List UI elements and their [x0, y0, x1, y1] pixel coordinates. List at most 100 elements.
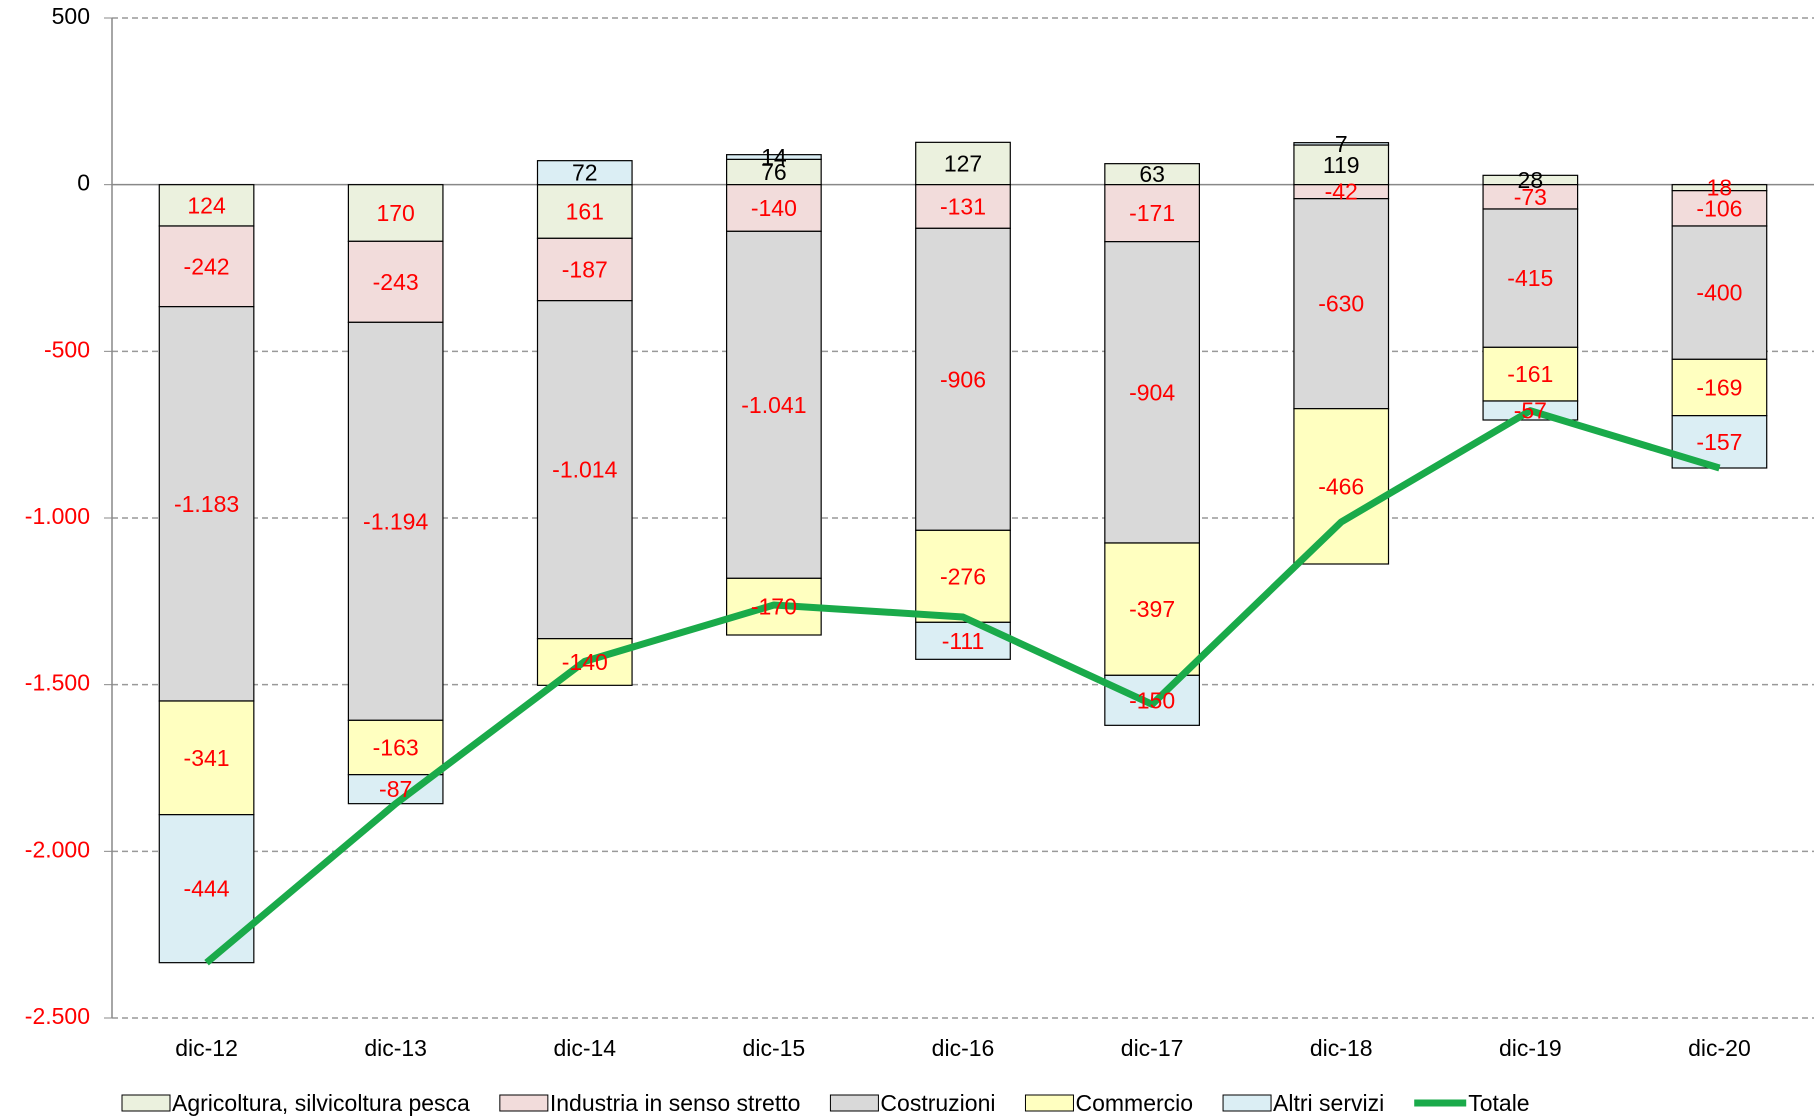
bar-segment [158, 306, 255, 702]
data-label: 18 [1707, 175, 1733, 201]
legend-label: Altri servizi [1273, 1090, 1384, 1116]
data-label: -163 [373, 735, 419, 761]
data-label: 119 [1323, 152, 1360, 178]
data-label: -276 [940, 563, 986, 589]
bar-segment [347, 719, 444, 776]
legend-swatch [499, 1094, 549, 1112]
bar-segment [347, 321, 444, 721]
x-tick-label: dic-17 [1121, 1035, 1184, 1061]
bar-segment [1671, 358, 1768, 417]
bar-segment [536, 160, 633, 186]
x-tick-label: dic-19 [1499, 1035, 1562, 1061]
data-label: 76 [761, 159, 787, 185]
data-label: -106 [1696, 195, 1742, 221]
legend-swatch [829, 1094, 879, 1112]
data-label: 170 [376, 200, 414, 226]
data-label: -341 [184, 745, 230, 771]
legend-swatch [1024, 1094, 1074, 1112]
data-label: -243 [373, 269, 419, 295]
bar-segment [1482, 184, 1579, 210]
bar-segment [536, 300, 633, 640]
x-tick-label: dic-16 [932, 1035, 995, 1061]
data-label: -171 [1129, 200, 1175, 226]
bar-segment [726, 230, 822, 579]
data-label: -242 [184, 253, 230, 279]
bar-segment [1104, 184, 1200, 243]
y-tick-label: -2.500 [25, 1003, 90, 1029]
bar-segment [1482, 346, 1579, 402]
y-tick-label: -1.500 [25, 670, 90, 696]
data-label: 127 [944, 151, 982, 177]
legend-label: Totale [1468, 1090, 1529, 1116]
data-label: -73 [1514, 184, 1547, 210]
data-label: -87 [379, 776, 412, 802]
data-label: -150 [1129, 687, 1175, 713]
total-line [204, 407, 1721, 966]
data-label: -157 [1696, 429, 1742, 455]
y-tick-label: 0 [77, 170, 90, 196]
bar-segment [726, 158, 822, 186]
legend-swatch [121, 1094, 171, 1112]
x-tick-label: dic-18 [1310, 1035, 1373, 1061]
data-label: 14 [761, 144, 787, 170]
bar-segment [915, 184, 1011, 229]
data-label: -630 [1318, 291, 1364, 317]
data-label: -57 [1514, 398, 1547, 424]
bar-segment [726, 154, 822, 160]
data-label: -397 [1129, 596, 1175, 622]
bar-segment [726, 184, 822, 232]
bar-segment [915, 227, 1011, 531]
data-label: -466 [1318, 473, 1364, 499]
data-label: -1.014 [552, 457, 617, 483]
bar-segment [158, 225, 255, 308]
bar-segment [915, 141, 1011, 186]
bar-segment [1482, 208, 1579, 348]
data-label: -161 [1507, 361, 1553, 387]
x-tick-label: dic-20 [1688, 1035, 1751, 1061]
data-label: -187 [562, 257, 608, 283]
data-label: -169 [1696, 375, 1742, 401]
y-tick-label: -500 [44, 336, 90, 362]
data-label: 7 [1335, 131, 1348, 157]
data-label: 124 [187, 192, 226, 218]
data-label: -906 [940, 366, 986, 392]
data-label: -170 [751, 594, 797, 620]
legend-label: Commercio [1075, 1090, 1193, 1116]
data-label: -444 [184, 876, 230, 902]
x-tick-label: dic-12 [175, 1035, 238, 1061]
legend-label: Industria in senso stretto [550, 1090, 801, 1116]
bar-segment [158, 184, 255, 227]
bar-segment [1293, 198, 1390, 410]
data-label: -140 [562, 649, 608, 675]
legend-swatch [1222, 1094, 1272, 1112]
x-tick-label: dic-13 [364, 1035, 427, 1061]
bar-segment [915, 529, 1011, 623]
data-label: -42 [1325, 179, 1358, 205]
bar-segment [1293, 408, 1390, 565]
data-label: -400 [1696, 280, 1742, 306]
data-label: -1.183 [174, 491, 239, 517]
y-tick-label: 500 [52, 3, 90, 29]
data-label: -415 [1507, 265, 1553, 291]
y-tick-label: -1.000 [25, 503, 90, 529]
data-label: -131 [940, 194, 986, 220]
data-label: -140 [751, 195, 797, 221]
bar-segment [1293, 144, 1390, 186]
legend-label: Agricoltura, silvicoltura pesca [172, 1090, 470, 1116]
bar-segment [347, 240, 444, 323]
bar-segment [1293, 142, 1390, 146]
data-label: 72 [572, 160, 598, 186]
data-label: 63 [1139, 161, 1165, 187]
bar-segment [1671, 225, 1768, 360]
data-label: 161 [566, 199, 604, 225]
data-label: -111 [942, 628, 985, 654]
data-label: -904 [1129, 379, 1175, 405]
data-label: -1.194 [363, 508, 428, 534]
legend-label: Costruzioni [880, 1090, 995, 1116]
bar-segment [1104, 241, 1200, 544]
x-tick-label: dic-14 [553, 1035, 616, 1061]
bar-segment [1104, 542, 1200, 676]
x-tick-label: dic-15 [743, 1035, 806, 1061]
data-label: 28 [1518, 167, 1544, 193]
